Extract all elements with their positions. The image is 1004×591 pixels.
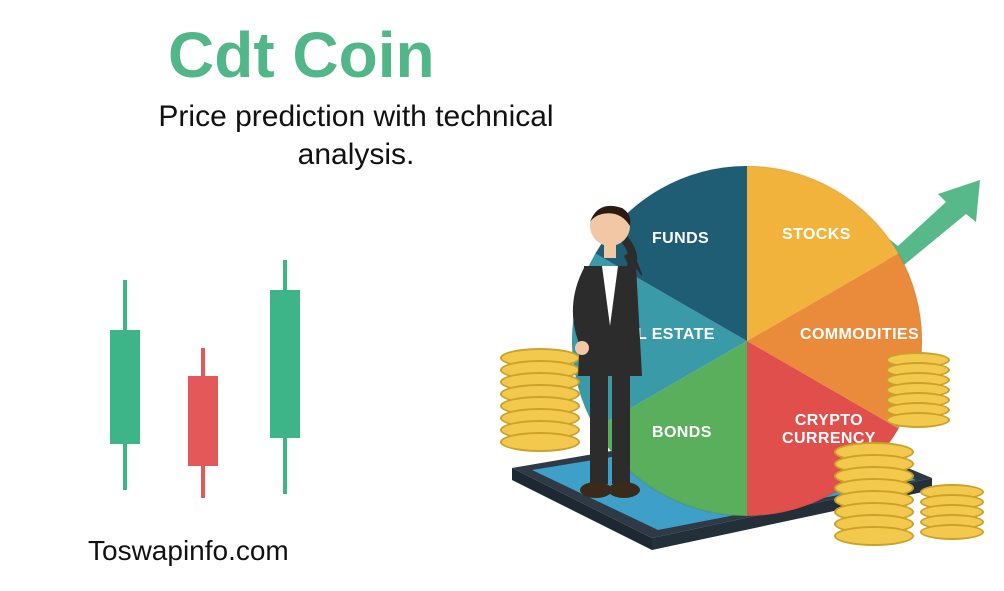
site-name: Toswapinfo.com [88,535,289,567]
pie-label-stocks: STOCKS [782,226,851,244]
candle-2 [188,260,218,520]
candle-3 [270,260,300,520]
coin-stack-3 [920,490,984,540]
candle-1 [110,260,140,520]
coin-stack-2 [834,450,914,546]
page-subtitle: Price prediction with technical analysis… [96,98,616,173]
candlestick-chart [110,260,360,520]
page-title: Cdt Coin [168,18,435,92]
businessman-illustration [546,186,666,506]
coin-stack-4 [886,358,950,428]
pie-label-commodities: COMMODITIES [800,326,919,344]
